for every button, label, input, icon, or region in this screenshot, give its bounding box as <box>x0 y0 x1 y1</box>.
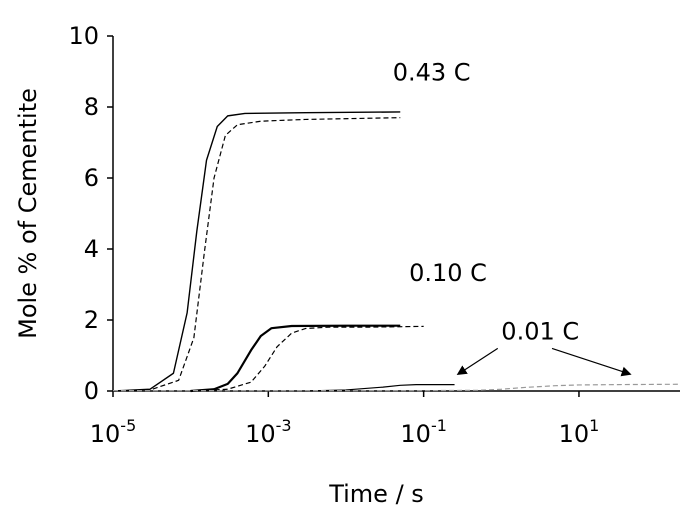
series-line-5 <box>113 383 681 392</box>
x-tick-label-3: 101 <box>559 416 600 448</box>
y-tick-label-2: 4 <box>84 235 99 263</box>
y-axis-title: Mole % of Cementite <box>14 88 42 339</box>
y-tick-label-4: 8 <box>84 93 99 121</box>
annotation-label-0: 0.43 C <box>393 58 471 86</box>
x-tick-label-1: 10-3 <box>245 416 292 448</box>
annotation-arrow-0 <box>456 347 499 376</box>
plot-area: 0 2 4 6 8 10 10-5 10-3 10-1 101 0.43 C 0.10 C 0.01 C <box>68 22 681 448</box>
x-axis-title: Time / s <box>328 480 424 508</box>
y-tick-label-5: 10 <box>68 22 99 50</box>
series-line-0 <box>112 111 401 392</box>
series-line-3 <box>190 325 424 392</box>
annotation-arrow-1 <box>551 347 632 377</box>
annotation-label-2: 0.01 C <box>501 318 579 346</box>
series-line-2 <box>190 324 401 393</box>
y-tick-label-1: 2 <box>84 306 99 334</box>
x-tick-label-0: 10-5 <box>90 416 137 448</box>
series-line-1 <box>112 117 401 392</box>
annotation-label-1: 0.10 C <box>409 259 487 287</box>
y-tick-label-3: 6 <box>84 164 99 192</box>
x-tick-label-2: 10-1 <box>400 416 447 448</box>
y-tick-label-0: 0 <box>84 377 99 405</box>
